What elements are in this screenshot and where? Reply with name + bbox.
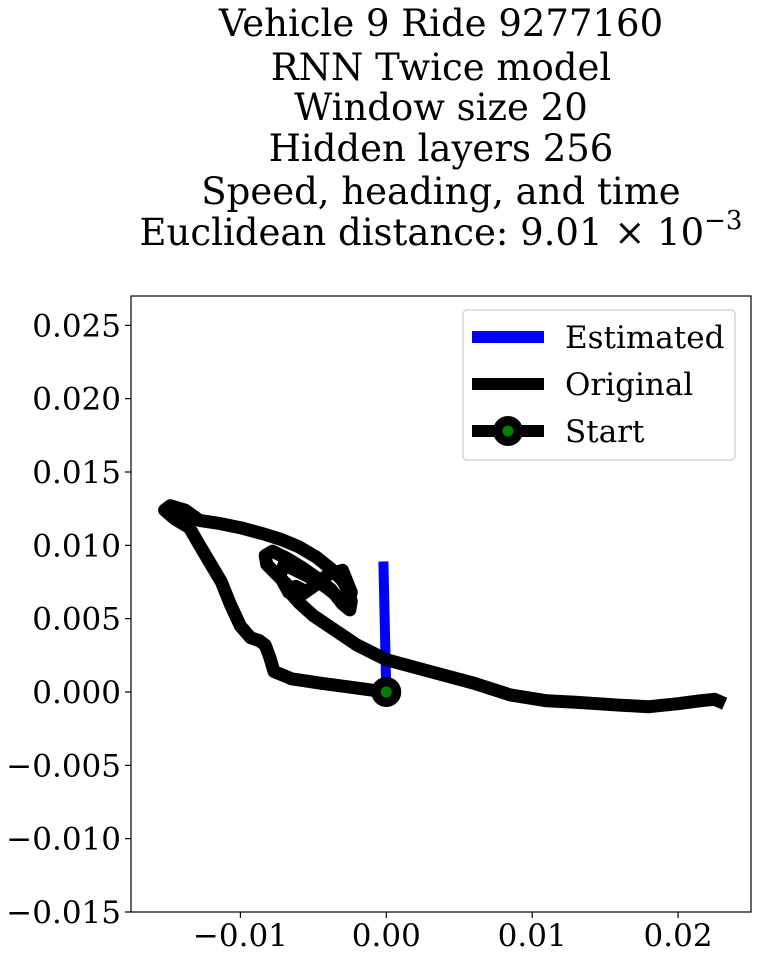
series-estimated xyxy=(378,561,392,693)
y-tick-label: 0.010 xyxy=(32,528,121,564)
title-distance-exponent: −3 xyxy=(704,206,742,236)
title-line-distance: Euclidean distance: 9.01 × 10−3 xyxy=(140,206,743,254)
y-tick-label: 0.020 xyxy=(32,382,121,418)
legend-label-estimated: Estimated xyxy=(565,320,724,356)
y-tick-label: 0.015 xyxy=(32,455,121,491)
y-tick-label: −0.005 xyxy=(6,748,121,784)
x-tick-label: 0.02 xyxy=(644,918,713,954)
series-original xyxy=(158,499,728,714)
y-tick-label: 0.005 xyxy=(32,602,121,638)
x-tick-label: −0.01 xyxy=(193,918,288,954)
legend: Estimated Original Start xyxy=(462,309,736,461)
x-tick-label: 0.00 xyxy=(352,918,421,954)
title-line: RNN Twice model xyxy=(271,46,611,89)
title-line: Speed, heading, and time xyxy=(201,170,680,213)
y-axis: 0.025 0.020 0.015 0.010 0.005 0.000 −0.005 −0.0… xyxy=(6,308,131,931)
series-layer xyxy=(158,499,728,714)
legend-start-marker-inner xyxy=(502,425,514,437)
legend-box xyxy=(462,309,736,461)
x-axis: −0.01 0.00 0.01 0.02 xyxy=(193,912,713,954)
y-tick-label: 0.000 xyxy=(32,675,121,711)
start-marker-inner xyxy=(380,686,392,698)
y-tick-label: −0.010 xyxy=(6,822,121,858)
title-line: Window size 20 xyxy=(294,86,588,129)
legend-label-original: Original xyxy=(565,367,693,403)
y-tick-label: 0.025 xyxy=(32,308,121,344)
title-line: Vehicle 9 Ride 9277160 xyxy=(218,2,663,45)
title-distance-base: Euclidean distance: 9.01 × 10 xyxy=(140,211,705,254)
title-line: Hidden layers 256 xyxy=(269,127,614,170)
y-tick-label: −0.015 xyxy=(6,895,121,931)
legend-label-start: Start xyxy=(565,414,645,450)
x-tick-label: 0.01 xyxy=(498,918,567,954)
plot-area xyxy=(130,295,752,913)
